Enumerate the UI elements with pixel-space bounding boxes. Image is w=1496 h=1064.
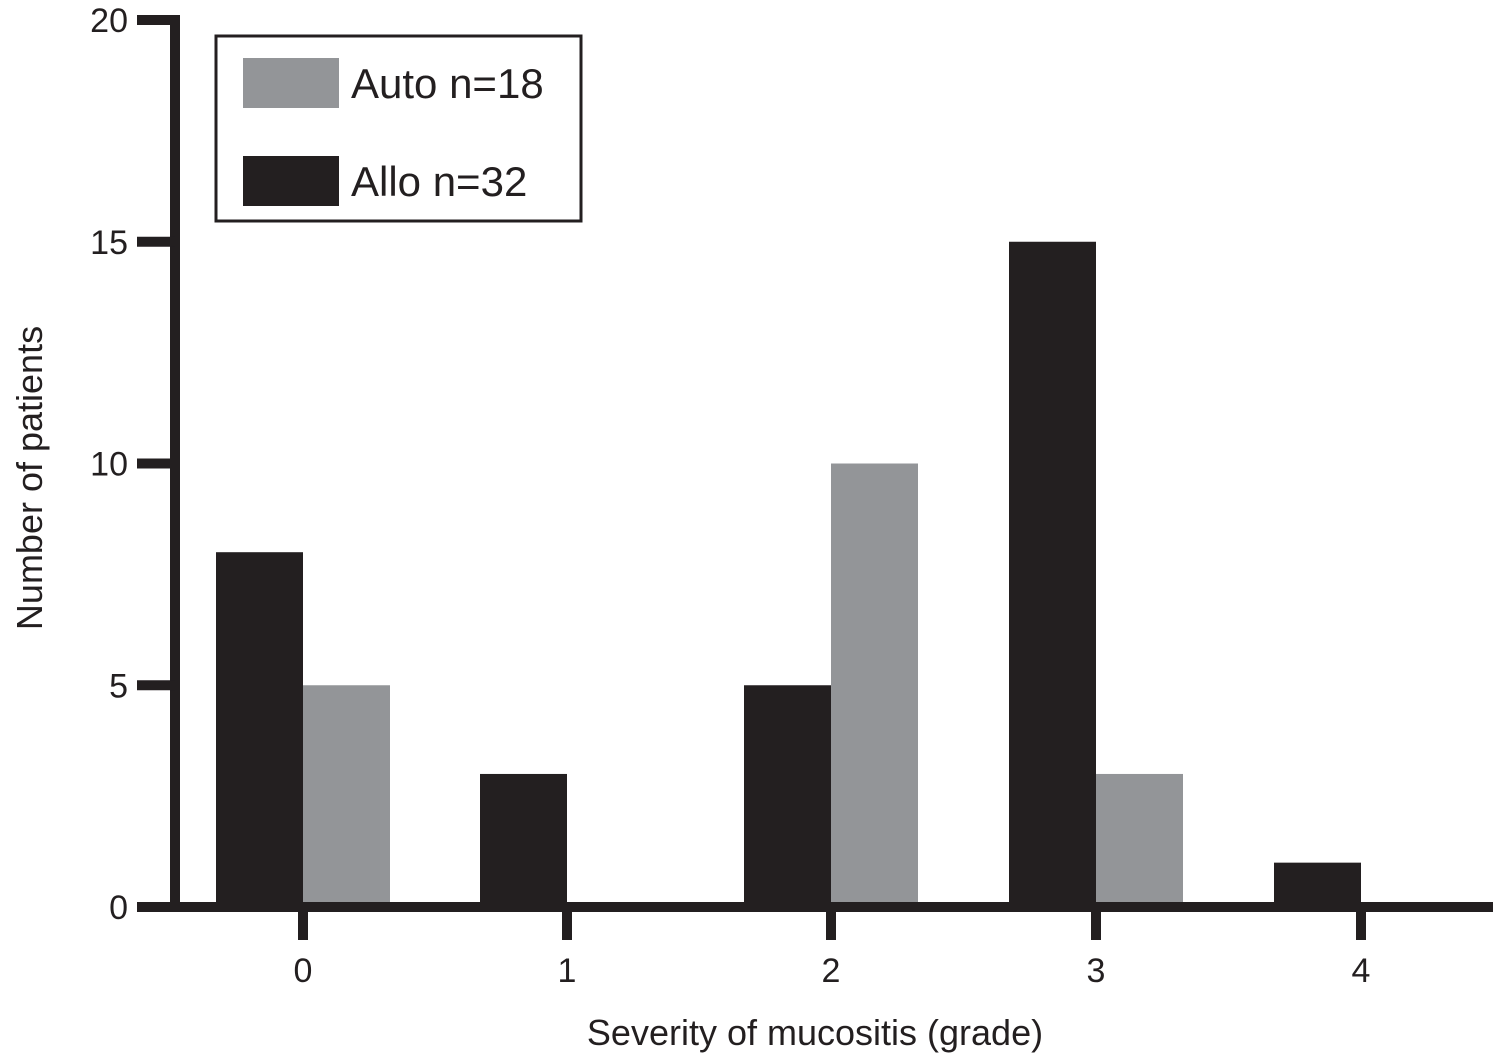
bar-allo-grade-1 — [480, 773, 567, 907]
bar-auto-grade-3 — [1096, 773, 1183, 907]
x-tick-label-3: 3 — [1087, 952, 1106, 990]
x-tick-label-1: 1 — [558, 952, 577, 990]
legend-swatch-allo — [243, 156, 339, 206]
y-ticks: 0 5 10 15 20 — [90, 2, 175, 927]
bars-layer — [216, 241, 1361, 907]
y-axis-title: Number of patients — [9, 326, 50, 630]
legend-label-auto: Auto n=18 — [351, 60, 544, 107]
bar-allo-grade-3 — [1009, 241, 1096, 907]
bar-auto-grade-2 — [831, 463, 918, 907]
legend-swatch-auto — [243, 58, 339, 108]
y-tick-label-10: 10 — [90, 446, 128, 484]
y-tick-label-20: 20 — [90, 2, 128, 40]
legend-label-allo: Allo n=32 — [351, 158, 527, 205]
y-tick-label-5: 5 — [109, 667, 128, 705]
x-tick-label-4: 4 — [1352, 952, 1371, 990]
legend: Auto n=18 Allo n=32 — [214, 34, 583, 223]
bar-allo-grade-4 — [1274, 862, 1361, 907]
x-tick-label-2: 2 — [822, 952, 841, 990]
x-tick-label-0: 0 — [294, 952, 313, 990]
x-ticks: 0 1 2 3 4 — [294, 907, 1371, 990]
x-axis-title: Severity of mucositis (grade) — [587, 1012, 1043, 1053]
y-tick-label-15: 15 — [90, 224, 128, 262]
y-tick-label-0: 0 — [109, 889, 128, 927]
bar-allo-grade-0 — [216, 552, 303, 907]
bar-auto-grade-0 — [303, 685, 390, 907]
bar-allo-grade-2 — [744, 685, 831, 907]
